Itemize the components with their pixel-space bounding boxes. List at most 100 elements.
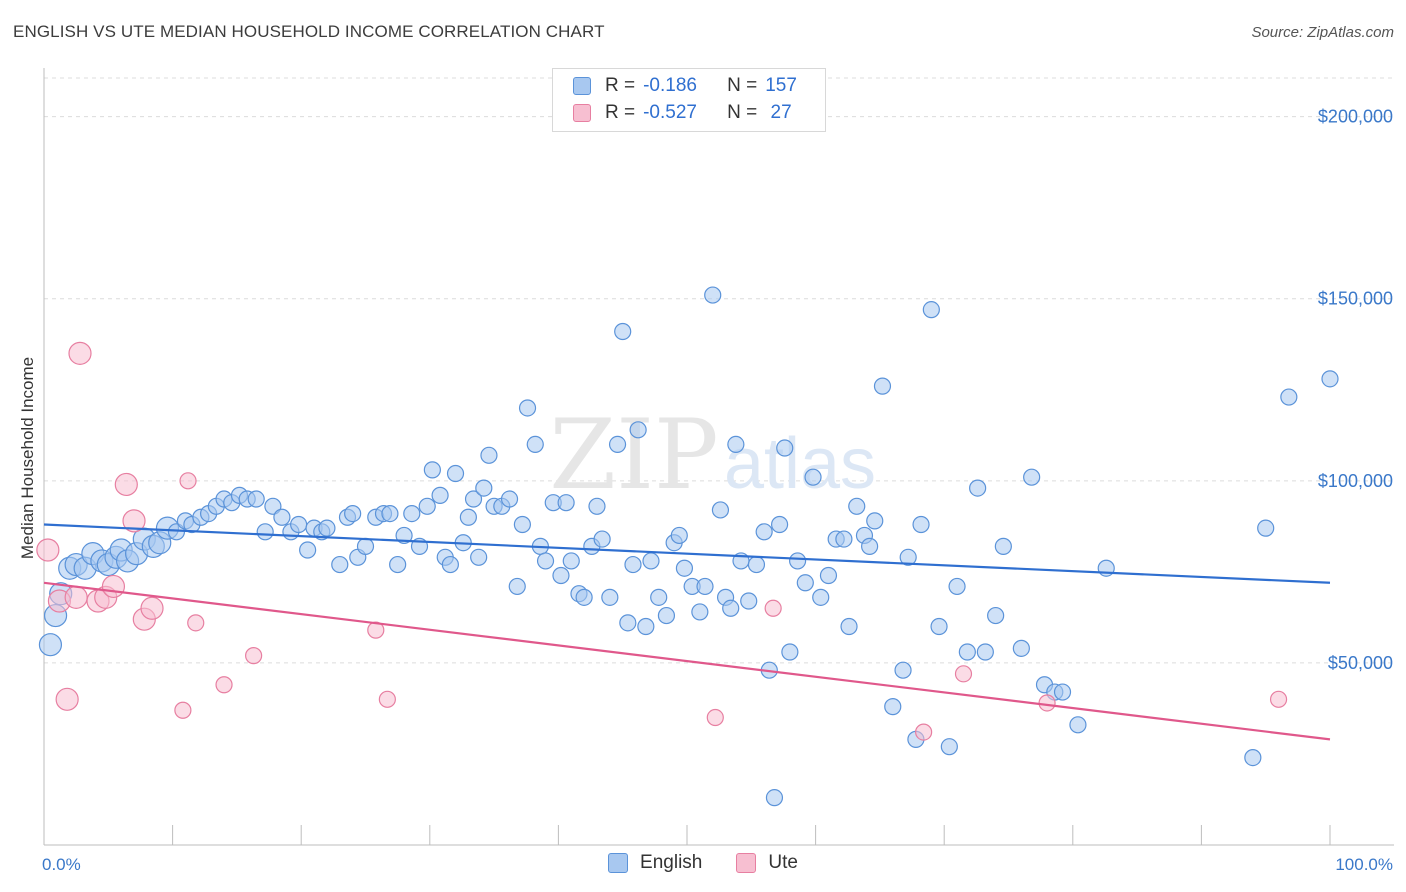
- data-point: [464, 490, 483, 508]
- y-tick-labels: $50,000 $100,000 $150,000 $200,000: [1318, 107, 1393, 673]
- data-point: [526, 435, 544, 453]
- data-point: [575, 588, 593, 606]
- legend-swatch-ute: [573, 104, 591, 122]
- data-point: [1053, 683, 1072, 701]
- trend-line: [43, 523, 1331, 584]
- data-point: [215, 676, 233, 694]
- data-point: [187, 614, 205, 632]
- data-point: [1257, 519, 1275, 537]
- legend-item-english[interactable]: English: [608, 852, 702, 874]
- data-point: [431, 486, 449, 504]
- legend-swatch-english: [608, 853, 629, 873]
- data-point: [948, 577, 966, 596]
- y-tick-label: $100,000: [1318, 471, 1393, 491]
- data-point: [884, 698, 902, 716]
- data-point: [899, 548, 917, 566]
- data-point: [1244, 748, 1262, 767]
- data-point: [940, 738, 958, 756]
- series-english: [38, 286, 1339, 807]
- data-point: [1280, 388, 1298, 406]
- data-point: [670, 526, 688, 545]
- data-point: [588, 497, 606, 515]
- legend-swatch-ute: [736, 853, 757, 873]
- data-point: [873, 377, 892, 395]
- legend-n-label: N =: [727, 75, 758, 96]
- series-legend: English Ute: [0, 852, 1406, 874]
- data-point: [819, 566, 838, 585]
- data-point: [776, 439, 794, 457]
- data-point: [470, 548, 488, 566]
- data-point: [614, 322, 632, 341]
- data-point: [781, 643, 799, 661]
- data-point: [922, 301, 940, 319]
- data-point: [976, 643, 994, 661]
- data-point: [747, 555, 766, 574]
- data-point: [593, 530, 611, 548]
- data-point: [601, 588, 619, 606]
- data-point: [848, 497, 866, 515]
- data-point: [140, 596, 164, 620]
- data-point: [812, 588, 830, 606]
- axes: [43, 68, 1394, 846]
- data-point: [619, 614, 637, 632]
- data-point: [480, 446, 498, 464]
- data-point: [331, 555, 349, 574]
- data-point: [423, 461, 441, 479]
- data-point: [650, 588, 668, 606]
- data-point: [788, 552, 807, 570]
- data-point: [629, 421, 647, 439]
- data-point: [299, 541, 317, 559]
- data-point: [706, 708, 724, 727]
- data-point: [290, 515, 308, 534]
- data-point: [500, 490, 519, 508]
- data-point: [562, 552, 580, 570]
- data-point: [1321, 370, 1339, 388]
- data-point: [318, 519, 336, 537]
- data-point: [247, 490, 265, 508]
- data-point: [245, 647, 263, 665]
- data-point: [536, 552, 555, 570]
- x-tick-label: 100.0%: [1335, 855, 1393, 874]
- x-tick-labels: 0.0% 100.0%: [42, 855, 1393, 874]
- data-point: [378, 690, 396, 708]
- data-point: [840, 617, 858, 636]
- data-point: [36, 538, 60, 562]
- data-point: [64, 585, 88, 609]
- data-point: [608, 435, 627, 453]
- data-point: [994, 537, 1012, 555]
- data-point: [513, 515, 531, 534]
- data-point: [765, 789, 784, 807]
- legend-item-ute[interactable]: Ute: [736, 852, 798, 874]
- data-point: [930, 617, 948, 636]
- data-point: [344, 504, 362, 523]
- legend-r-value: -0.186: [643, 75, 697, 96]
- y-tick-label: $50,000: [1328, 653, 1393, 673]
- data-point: [418, 497, 436, 515]
- data-point: [1023, 468, 1041, 486]
- data-point: [915, 723, 933, 741]
- data-point: [174, 701, 192, 719]
- chart-source: Source: ZipAtlas.com: [1251, 24, 1394, 41]
- data-point: [711, 501, 730, 519]
- data-point: [804, 468, 822, 486]
- legend-n-value: 27: [765, 102, 792, 123]
- data-point: [55, 687, 79, 711]
- data-point: [552, 566, 570, 585]
- legend-swatch-english: [573, 77, 591, 95]
- data-point: [508, 577, 526, 596]
- data-point: [446, 464, 465, 483]
- watermark-zip: ZIP: [549, 399, 718, 511]
- data-point: [704, 286, 722, 304]
- data-point: [518, 399, 537, 417]
- data-point: [256, 523, 274, 541]
- data-point: [101, 574, 126, 599]
- data-point: [770, 515, 789, 534]
- data-point: [38, 633, 63, 657]
- legend-r-label: R =: [605, 75, 636, 96]
- trend-lines: [43, 523, 1331, 741]
- data-point: [557, 494, 575, 512]
- data-point: [122, 509, 146, 533]
- data-point: [987, 606, 1005, 625]
- chart-title: ENGLISH VS UTE MEDIAN HOUSEHOLD INCOME C…: [13, 22, 605, 41]
- data-point: [722, 599, 740, 617]
